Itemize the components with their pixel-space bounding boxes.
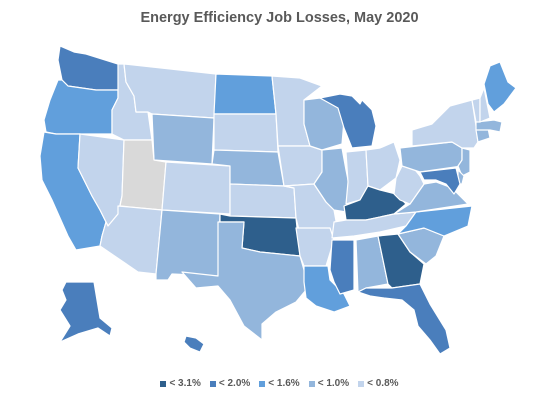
state-co <box>161 161 231 215</box>
legend-label: < 3.1% <box>169 378 201 389</box>
legend-swatch <box>160 380 167 387</box>
state-hi <box>183 335 205 353</box>
state-sd <box>213 113 279 153</box>
legend-label: < 2.0% <box>218 378 251 389</box>
state-tx <box>181 221 307 341</box>
legend-swatch <box>358 380 365 387</box>
legend-item: < 0.8% <box>358 378 399 389</box>
state-nm <box>155 209 221 281</box>
state-al <box>355 235 389 293</box>
legend-label: < 1.0% <box>317 378 350 389</box>
map-legend: < 3.1% < 2.0% < 1.6% < 1.0% < 0.8% <box>0 378 559 389</box>
state-ny <box>411 99 479 149</box>
state-ar <box>295 227 335 267</box>
state-wa <box>57 45 122 91</box>
legend-label: < 0.8% <box>367 378 399 389</box>
state-ks <box>229 183 297 219</box>
legend-item: < 3.1% <box>160 378 201 389</box>
legend-item: < 1.6% <box>259 378 300 389</box>
state-mt <box>123 63 217 119</box>
legend-item: < 1.0% <box>308 378 350 389</box>
legend-swatch <box>209 380 216 387</box>
state-ia <box>277 145 323 187</box>
state-ak <box>59 281 113 343</box>
state-nd <box>213 73 277 115</box>
state-ma <box>475 119 503 133</box>
legend-label: < 1.6% <box>268 378 300 389</box>
state-nh <box>479 87 491 123</box>
state-wy <box>151 113 215 165</box>
legend-item: < 2.0% <box>209 378 251 389</box>
state-il <box>313 147 351 213</box>
legend-swatch <box>308 380 315 387</box>
state-mi <box>319 93 377 149</box>
state-la <box>303 265 351 313</box>
state-me <box>483 61 517 113</box>
state-ms <box>329 239 355 295</box>
map-title: Energy Efficiency Job Losses, May 2020 <box>140 10 419 26</box>
legend-swatch <box>259 380 266 387</box>
state-md <box>419 167 461 195</box>
state-pa <box>399 141 463 173</box>
state-fl <box>357 283 451 355</box>
